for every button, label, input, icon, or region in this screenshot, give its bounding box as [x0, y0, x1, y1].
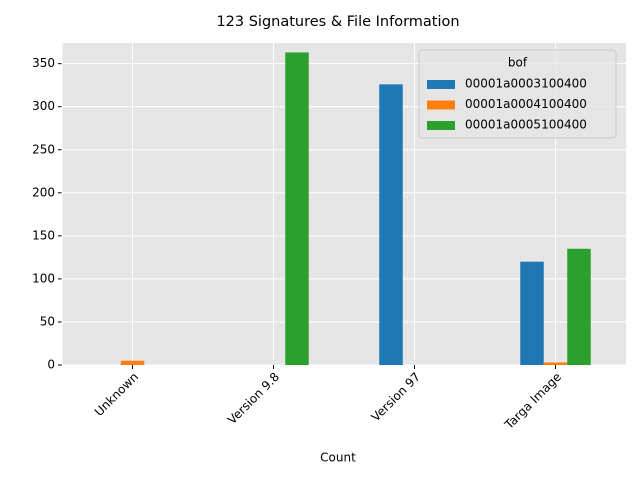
y-tick-label: 100	[32, 271, 55, 285]
legend-label: 00001a0004100400	[465, 97, 587, 111]
y-tick-label: 350	[32, 56, 55, 70]
bar	[379, 84, 403, 365]
legend-swatch	[427, 121, 455, 130]
y-tick-label: 0	[47, 358, 55, 372]
bar	[543, 362, 568, 365]
bar	[120, 360, 145, 365]
bar	[520, 261, 544, 365]
legend-label: 00001a0005100400	[465, 118, 587, 132]
x-tick-label: Targa Image	[501, 370, 564, 433]
x-axis-label: Count	[320, 451, 356, 465]
chart-title: 123 Signatures & File Information	[216, 14, 459, 30]
legend-swatch	[427, 80, 455, 89]
y-tick-label: 150	[32, 228, 55, 242]
x-tick-label: Version 97	[368, 370, 423, 425]
bar	[285, 52, 309, 366]
legend-swatch	[427, 100, 455, 110]
y-tick-label: 50	[40, 314, 55, 328]
x-tick-label: Version 9.8	[225, 370, 282, 427]
legend-box	[418, 49, 617, 139]
y-tick-label: 200	[32, 185, 55, 199]
y-tick-label: 250	[32, 142, 55, 156]
y-tick-label: 300	[32, 99, 55, 113]
bar	[567, 248, 591, 365]
legend-label: 00001a0003100400	[465, 77, 587, 91]
legend-title: bof	[508, 56, 528, 70]
x-tick-label: Unknown	[92, 370, 141, 419]
